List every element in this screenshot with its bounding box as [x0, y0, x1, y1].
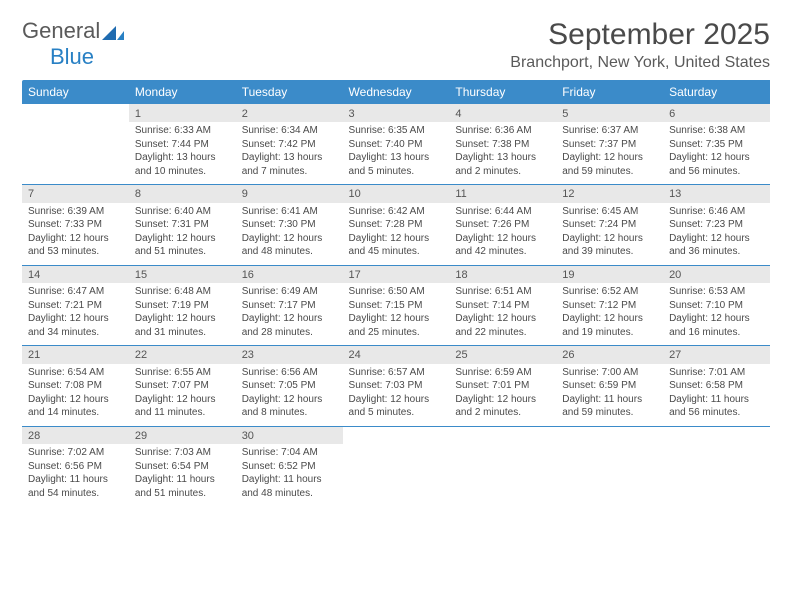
day-cell: Sunrise: 7:03 AMSunset: 6:54 PMDaylight:…: [129, 444, 236, 506]
day-cell: Sunrise: 7:04 AMSunset: 6:52 PMDaylight:…: [236, 444, 343, 506]
date-number: [343, 426, 450, 444]
day-cell: Sunrise: 6:47 AMSunset: 7:21 PMDaylight:…: [22, 283, 129, 346]
week-1-date-row: 123456: [22, 104, 770, 122]
logo-text-general: General: [22, 18, 100, 43]
day-cell: Sunrise: 6:45 AMSunset: 7:24 PMDaylight:…: [556, 203, 663, 266]
day-cell: Sunrise: 6:44 AMSunset: 7:26 PMDaylight:…: [449, 203, 556, 266]
day-cell: Sunrise: 6:50 AMSunset: 7:15 PMDaylight:…: [343, 283, 450, 346]
date-number: 21: [22, 346, 129, 364]
calendar-table: Sunday Monday Tuesday Wednesday Thursday…: [22, 80, 770, 506]
date-number: 8: [129, 185, 236, 203]
week-5-date-row: 282930: [22, 426, 770, 444]
day-cell: Sunrise: 6:54 AMSunset: 7:08 PMDaylight:…: [22, 364, 129, 427]
date-number: 27: [663, 346, 770, 364]
day-cell: [556, 444, 663, 506]
week-2-date-row: 78910111213: [22, 185, 770, 203]
date-number: 16: [236, 265, 343, 283]
day-cell: Sunrise: 6:56 AMSunset: 7:05 PMDaylight:…: [236, 364, 343, 427]
date-number: [22, 104, 129, 122]
day-cell: Sunrise: 6:55 AMSunset: 7:07 PMDaylight:…: [129, 364, 236, 427]
month-title: September 2025: [510, 18, 770, 52]
location: Branchport, New York, United States: [510, 54, 770, 72]
day-cell: Sunrise: 6:35 AMSunset: 7:40 PMDaylight:…: [343, 122, 450, 185]
week-3-content-row: Sunrise: 6:47 AMSunset: 7:21 PMDaylight:…: [22, 283, 770, 346]
date-number: 18: [449, 265, 556, 283]
date-number: 14: [22, 265, 129, 283]
date-number: 5: [556, 104, 663, 122]
date-number: [449, 426, 556, 444]
date-number: 2: [236, 104, 343, 122]
day-cell: Sunrise: 7:02 AMSunset: 6:56 PMDaylight:…: [22, 444, 129, 506]
date-number: 10: [343, 185, 450, 203]
week-4-date-row: 21222324252627: [22, 346, 770, 364]
date-number: 22: [129, 346, 236, 364]
date-number: 15: [129, 265, 236, 283]
day-cell: Sunrise: 7:01 AMSunset: 6:58 PMDaylight:…: [663, 364, 770, 427]
day-cell: Sunrise: 6:36 AMSunset: 7:38 PMDaylight:…: [449, 122, 556, 185]
week-2-content-row: Sunrise: 6:39 AMSunset: 7:33 PMDaylight:…: [22, 203, 770, 266]
date-number: 24: [343, 346, 450, 364]
date-number: [663, 426, 770, 444]
day-cell: Sunrise: 6:42 AMSunset: 7:28 PMDaylight:…: [343, 203, 450, 266]
day-cell: Sunrise: 6:53 AMSunset: 7:10 PMDaylight:…: [663, 283, 770, 346]
date-number: 9: [236, 185, 343, 203]
day-cell: Sunrise: 6:46 AMSunset: 7:23 PMDaylight:…: [663, 203, 770, 266]
day-header-thursday: Thursday: [449, 80, 556, 104]
date-number: 11: [449, 185, 556, 203]
title-block: September 2025 Branchport, New York, Uni…: [510, 18, 770, 72]
day-cell: Sunrise: 6:57 AMSunset: 7:03 PMDaylight:…: [343, 364, 450, 427]
date-number: 20: [663, 265, 770, 283]
day-cell: Sunrise: 6:59 AMSunset: 7:01 PMDaylight:…: [449, 364, 556, 427]
date-number: 12: [556, 185, 663, 203]
day-cell: Sunrise: 6:34 AMSunset: 7:42 PMDaylight:…: [236, 122, 343, 185]
day-cell: Sunrise: 6:37 AMSunset: 7:37 PMDaylight:…: [556, 122, 663, 185]
date-number: 3: [343, 104, 450, 122]
date-number: 6: [663, 104, 770, 122]
logo-text-block: General Blue: [22, 18, 124, 70]
date-number: 4: [449, 104, 556, 122]
date-number: 13: [663, 185, 770, 203]
day-header-tuesday: Tuesday: [236, 80, 343, 104]
logo-text-blue: Blue: [50, 44, 94, 69]
date-number: 19: [556, 265, 663, 283]
day-header-row: Sunday Monday Tuesday Wednesday Thursday…: [22, 80, 770, 104]
day-cell: [449, 444, 556, 506]
day-cell: Sunrise: 6:39 AMSunset: 7:33 PMDaylight:…: [22, 203, 129, 266]
day-header-monday: Monday: [129, 80, 236, 104]
week-5-content-row: Sunrise: 7:02 AMSunset: 6:56 PMDaylight:…: [22, 444, 770, 506]
day-cell: Sunrise: 6:38 AMSunset: 7:35 PMDaylight:…: [663, 122, 770, 185]
day-cell: Sunrise: 6:41 AMSunset: 7:30 PMDaylight:…: [236, 203, 343, 266]
date-number: [556, 426, 663, 444]
date-number: 29: [129, 426, 236, 444]
date-number: 26: [556, 346, 663, 364]
day-cell: Sunrise: 6:49 AMSunset: 7:17 PMDaylight:…: [236, 283, 343, 346]
day-cell: Sunrise: 6:52 AMSunset: 7:12 PMDaylight:…: [556, 283, 663, 346]
week-4-content-row: Sunrise: 6:54 AMSunset: 7:08 PMDaylight:…: [22, 364, 770, 427]
day-cell: Sunrise: 6:48 AMSunset: 7:19 PMDaylight:…: [129, 283, 236, 346]
day-cell: Sunrise: 6:40 AMSunset: 7:31 PMDaylight:…: [129, 203, 236, 266]
day-cell: [22, 122, 129, 185]
day-cell: Sunrise: 6:51 AMSunset: 7:14 PMDaylight:…: [449, 283, 556, 346]
day-cell: [663, 444, 770, 506]
date-number: 17: [343, 265, 450, 283]
logo: General Blue: [22, 18, 124, 70]
date-number: 30: [236, 426, 343, 444]
date-number: 1: [129, 104, 236, 122]
day-cell: Sunrise: 7:00 AMSunset: 6:59 PMDaylight:…: [556, 364, 663, 427]
day-cell: Sunrise: 6:33 AMSunset: 7:44 PMDaylight:…: [129, 122, 236, 185]
day-cell: [343, 444, 450, 506]
day-header-saturday: Saturday: [663, 80, 770, 104]
date-number: 23: [236, 346, 343, 364]
date-number: 25: [449, 346, 556, 364]
day-header-wednesday: Wednesday: [343, 80, 450, 104]
day-header-sunday: Sunday: [22, 80, 129, 104]
day-header-friday: Friday: [556, 80, 663, 104]
date-number: 7: [22, 185, 129, 203]
week-1-content-row: Sunrise: 6:33 AMSunset: 7:44 PMDaylight:…: [22, 122, 770, 185]
week-3-date-row: 14151617181920: [22, 265, 770, 283]
header: General Blue September 2025 Branchport, …: [22, 18, 770, 72]
logo-triangle-icon: [102, 26, 124, 40]
date-number: 28: [22, 426, 129, 444]
